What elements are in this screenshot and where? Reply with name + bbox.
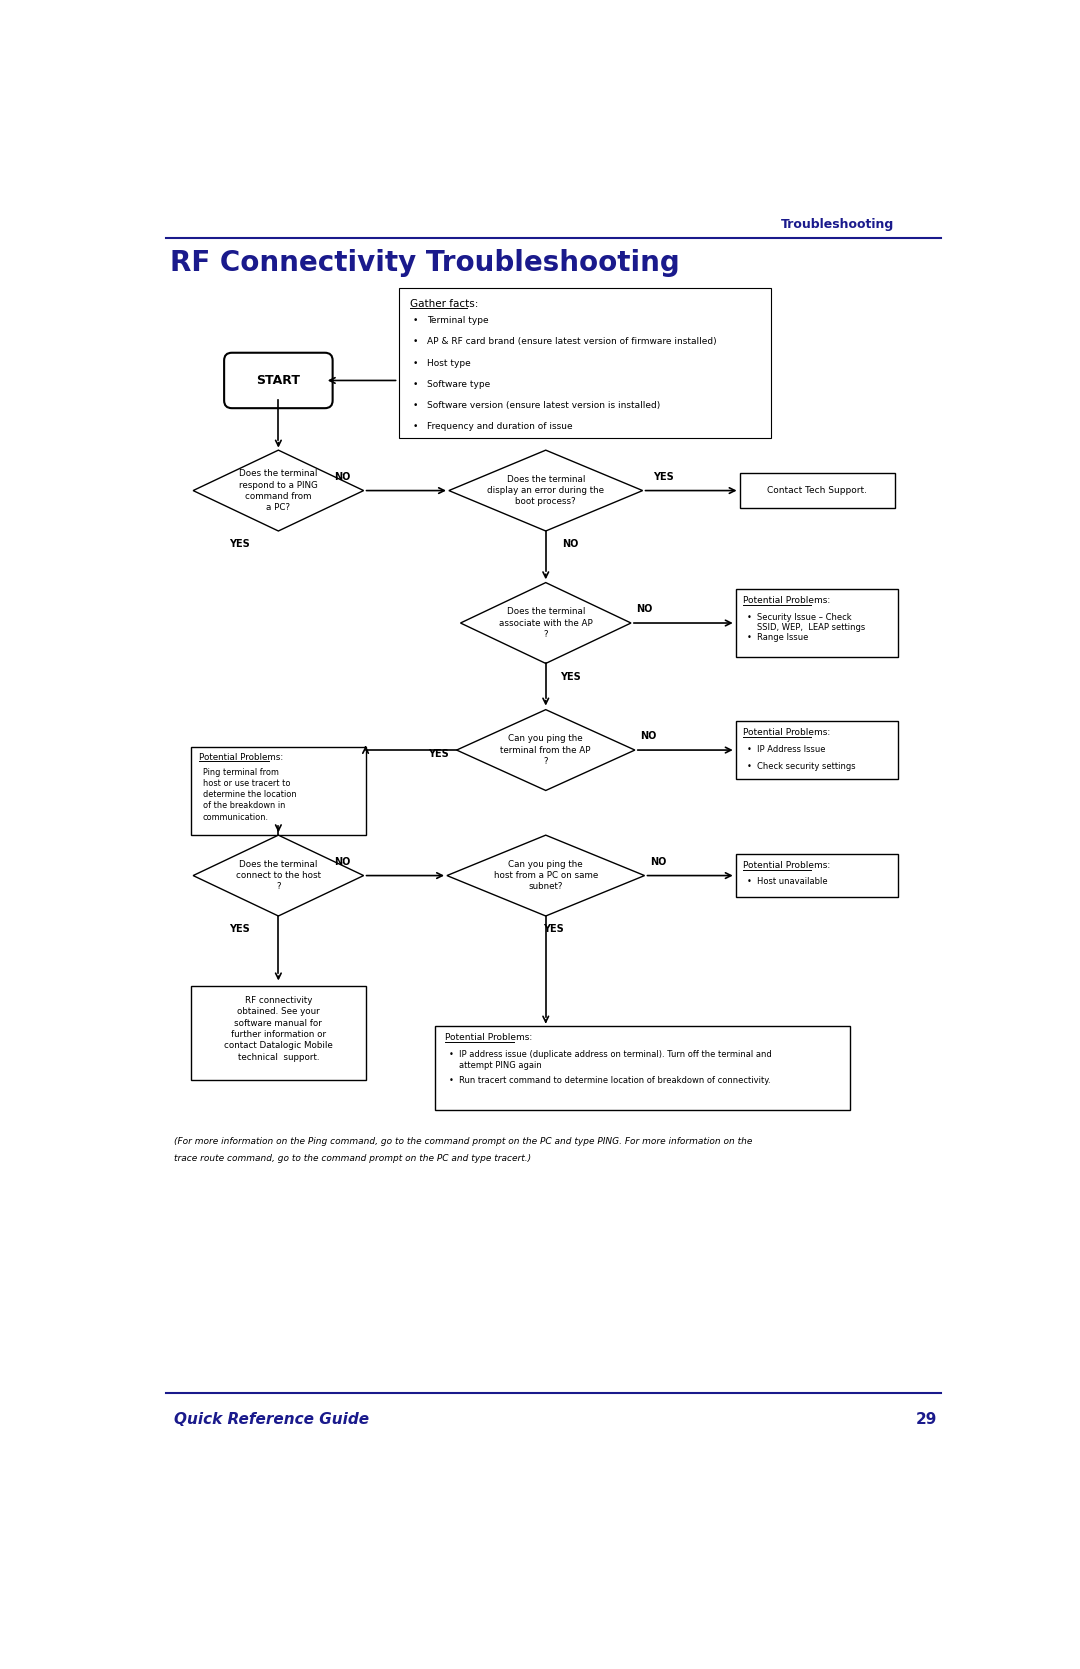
Text: •: • [413, 401, 418, 411]
Polygon shape [193, 834, 364, 916]
Text: START: START [256, 374, 300, 387]
Text: Security Issue – Check
SSID, WEP,  LEAP settings: Security Issue – Check SSID, WEP, LEAP s… [757, 613, 865, 633]
Text: •: • [747, 613, 752, 623]
Text: YES: YES [653, 472, 674, 482]
Text: trace route command, go to the command prompt on the PC and type tracert.): trace route command, go to the command p… [174, 1155, 531, 1163]
Text: Range Issue: Range Issue [757, 633, 809, 643]
Text: Potential Problems:: Potential Problems: [743, 861, 831, 870]
Text: Does the terminal
respond to a PING
command from
a PC?: Does the terminal respond to a PING comm… [239, 469, 318, 512]
Text: •: • [413, 379, 418, 389]
Text: (For more information on the Ping command, go to the command prompt on the PC an: (For more information on the Ping comman… [174, 1137, 752, 1147]
Text: •: • [413, 422, 418, 431]
Text: •: • [747, 633, 752, 643]
Text: Software version (ensure latest version is installed): Software version (ensure latest version … [428, 401, 661, 411]
Text: Terminal type: Terminal type [428, 315, 489, 325]
Text: Frequency and duration of issue: Frequency and duration of issue [428, 422, 572, 431]
FancyBboxPatch shape [735, 721, 899, 779]
Text: Check security settings: Check security settings [757, 763, 856, 771]
Text: NO: NO [334, 472, 350, 482]
Text: NO: NO [639, 731, 657, 741]
FancyBboxPatch shape [740, 474, 894, 507]
Polygon shape [449, 451, 643, 531]
Polygon shape [460, 582, 631, 664]
Text: •: • [413, 315, 418, 325]
Text: Host unavailable: Host unavailable [757, 878, 828, 886]
Text: NO: NO [563, 539, 579, 549]
FancyBboxPatch shape [191, 986, 365, 1080]
Text: NO: NO [636, 604, 652, 614]
Text: Potential Problems:: Potential Problems: [199, 753, 283, 761]
FancyBboxPatch shape [735, 589, 899, 658]
Text: Troubleshooting: Troubleshooting [781, 217, 894, 230]
Text: Software type: Software type [428, 379, 490, 389]
Text: Does the terminal
connect to the host
?: Does the terminal connect to the host ? [235, 860, 321, 891]
Text: YES: YES [229, 925, 249, 935]
Text: RF Connectivity Troubleshooting: RF Connectivity Troubleshooting [170, 249, 679, 277]
Text: •: • [747, 878, 752, 886]
Text: •: • [413, 359, 418, 367]
Text: YES: YES [561, 673, 581, 683]
Text: NO: NO [650, 856, 666, 866]
Text: •: • [747, 763, 752, 771]
Text: 29: 29 [916, 1412, 937, 1427]
Text: RF connectivity
obtained. See your
software manual for
further information or
co: RF connectivity obtained. See your softw… [224, 996, 333, 1061]
Text: Potential Problems:: Potential Problems: [743, 596, 831, 606]
Text: NO: NO [334, 856, 350, 866]
Text: Run tracert command to determine location of breakdown of connectivity.: Run tracert command to determine locatio… [459, 1077, 770, 1085]
Text: Does the terminal
display an error during the
boot process?: Does the terminal display an error durin… [487, 476, 604, 506]
Text: Potential Problems:: Potential Problems: [743, 728, 831, 738]
Text: YES: YES [229, 539, 249, 549]
Text: •: • [413, 337, 418, 347]
FancyBboxPatch shape [735, 855, 899, 896]
FancyBboxPatch shape [435, 1026, 850, 1110]
Text: IP address issue (duplicate address on terminal). Turn off the terminal and
atte: IP address issue (duplicate address on t… [459, 1050, 771, 1070]
Text: YES: YES [429, 749, 449, 759]
Polygon shape [193, 451, 364, 531]
Text: Can you ping the
host from a PC on same
subnet?: Can you ping the host from a PC on same … [494, 860, 598, 891]
Text: Potential Problems:: Potential Problems: [445, 1033, 531, 1043]
FancyBboxPatch shape [191, 746, 365, 834]
Text: Can you ping the
terminal from the AP
?: Can you ping the terminal from the AP ? [500, 734, 591, 766]
FancyBboxPatch shape [225, 352, 333, 409]
Polygon shape [457, 709, 635, 791]
Text: Quick Reference Guide: Quick Reference Guide [174, 1412, 369, 1427]
Text: YES: YES [543, 925, 564, 935]
Text: •: • [747, 744, 752, 754]
Text: Gather facts:: Gather facts: [410, 299, 478, 309]
Text: •: • [448, 1050, 454, 1060]
Text: Ping terminal from
host or use tracert to
determine the location
of the breakdow: Ping terminal from host or use tracert t… [203, 768, 296, 821]
Text: Does the terminal
associate with the AP
?: Does the terminal associate with the AP … [499, 608, 593, 639]
Polygon shape [447, 834, 645, 916]
Text: Contact Tech Support.: Contact Tech Support. [767, 486, 867, 496]
Text: AP & RF card brand (ensure latest version of firmware installed): AP & RF card brand (ensure latest versio… [428, 337, 717, 347]
Text: •: • [448, 1077, 454, 1085]
Text: Host type: Host type [428, 359, 471, 367]
Text: IP Address Issue: IP Address Issue [757, 744, 826, 754]
FancyBboxPatch shape [399, 287, 770, 437]
